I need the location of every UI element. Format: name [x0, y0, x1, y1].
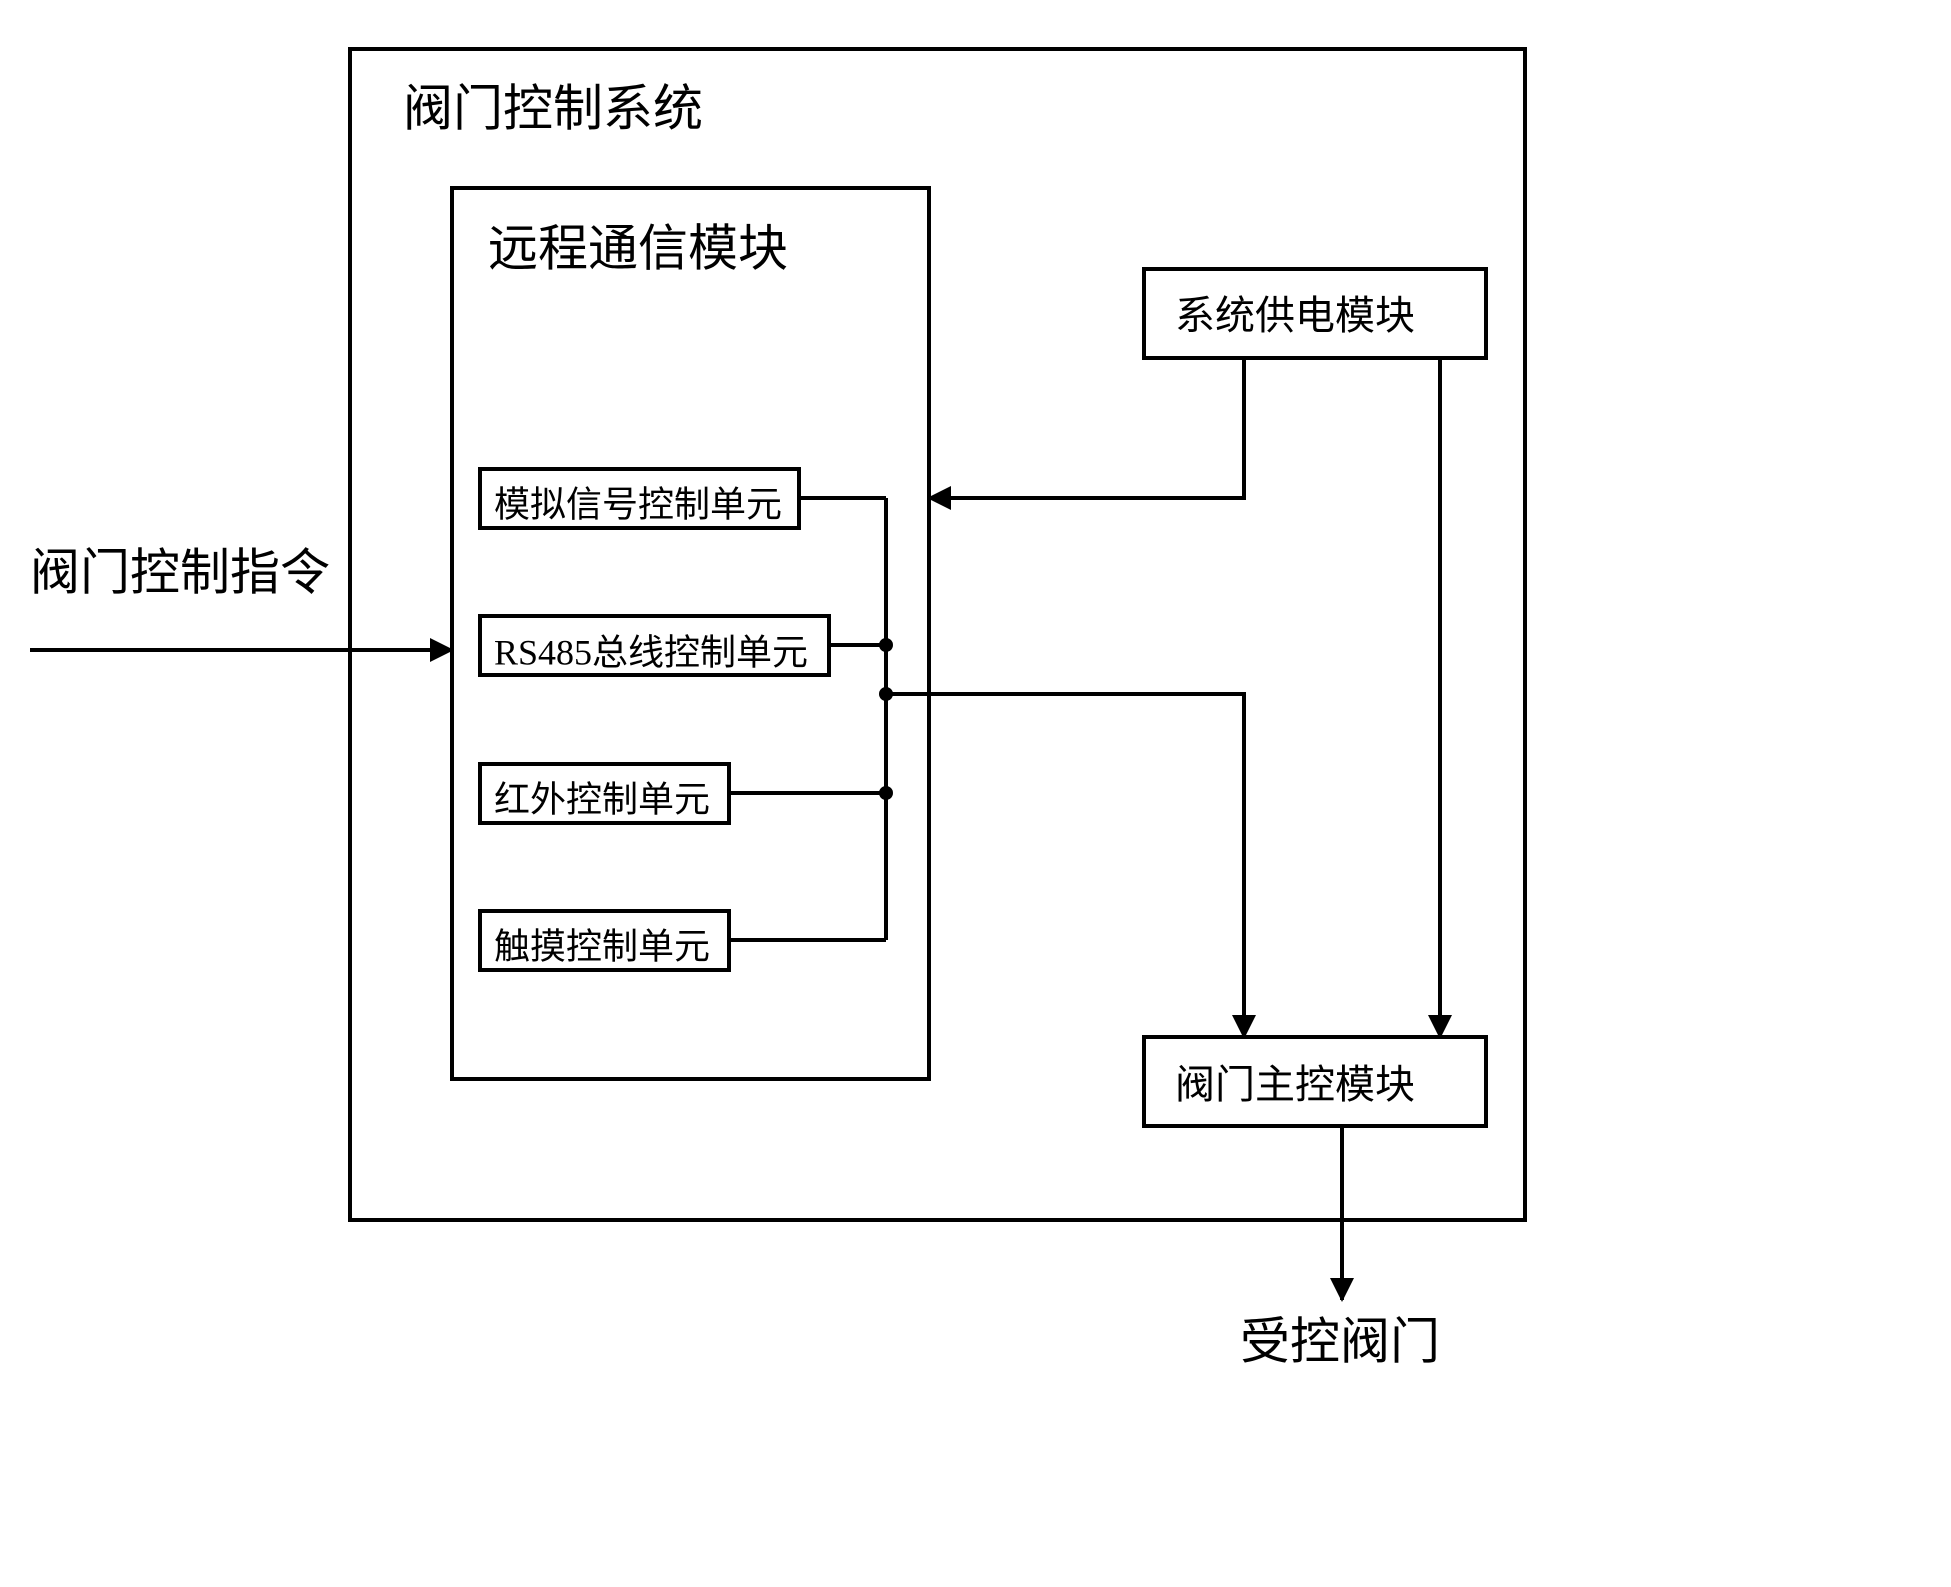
system-title-label: 阀门控制系统 [403, 80, 703, 136]
ir-unit-label: 红外控制单元 [494, 779, 710, 819]
output-label: 受控阀门 [1240, 1313, 1440, 1369]
touch-unit-label: 触摸控制单元 [494, 926, 710, 966]
main-ctrl-label: 阀门主控模块 [1175, 1062, 1415, 1107]
bus-dot-1 [879, 638, 893, 652]
input-label: 阀门控制指令 [30, 544, 330, 600]
rs485-unit-label: RS485总线控制单元 [494, 632, 808, 672]
comm-title-label: 远程通信模块 [488, 220, 788, 276]
bus-dot-2 [879, 786, 893, 800]
power-to-comm-arrow [929, 358, 1244, 498]
power-module-label: 系统供电模块 [1175, 293, 1415, 338]
analog-unit-label: 模拟信号控制单元 [494, 484, 782, 524]
bus-to-main-arrow [886, 694, 1244, 1037]
